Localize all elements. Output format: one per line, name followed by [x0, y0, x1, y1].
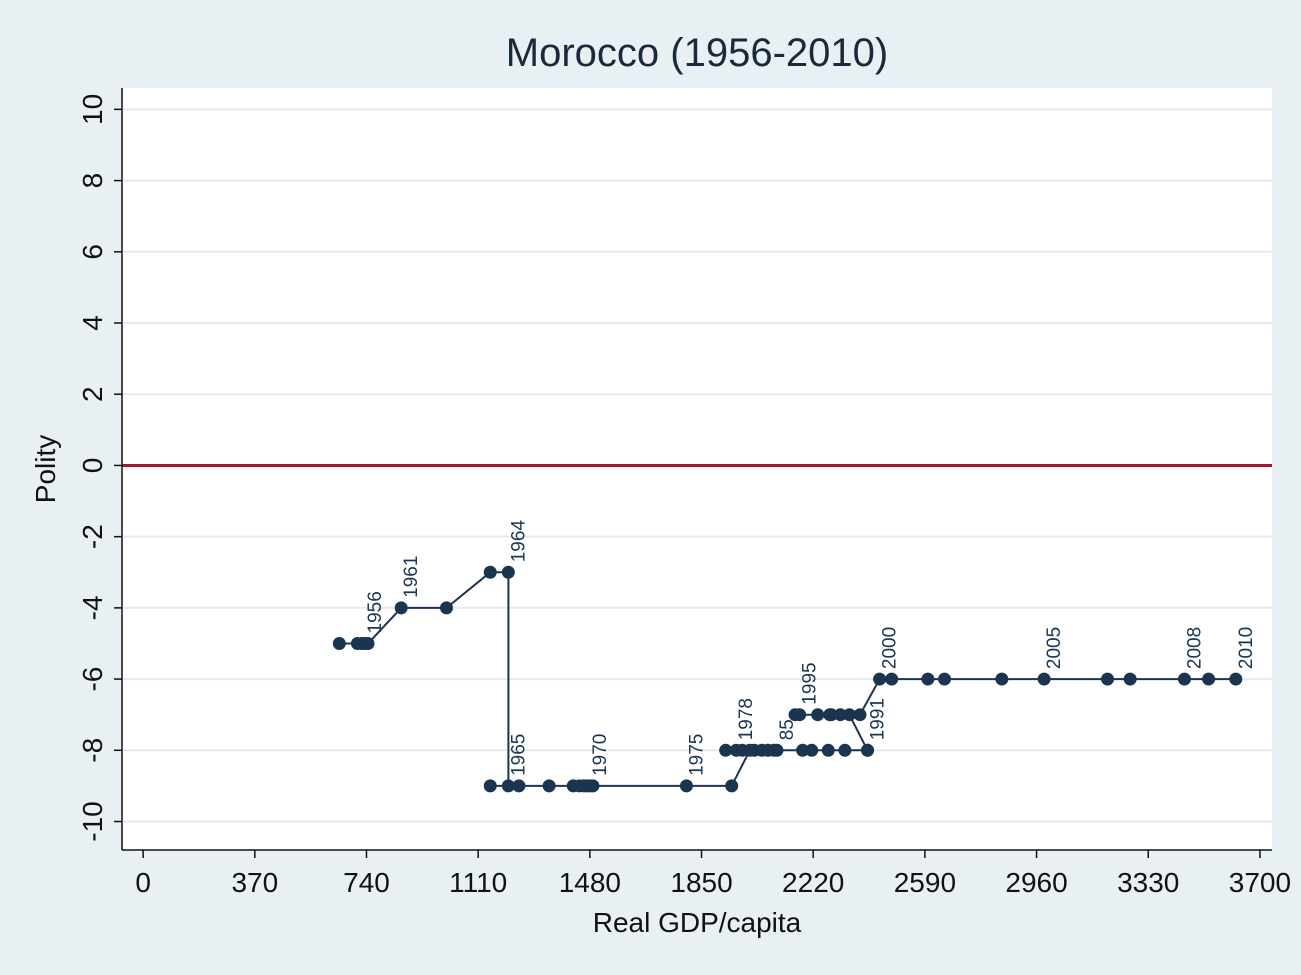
y-tick-label: -4	[77, 595, 108, 620]
x-tick-label: 1110	[449, 867, 507, 898]
data-point	[921, 672, 935, 686]
x-tick-label: 3330	[1117, 867, 1179, 898]
x-tick-label: 740	[343, 867, 390, 898]
data-point	[853, 708, 867, 722]
y-tick-label: 10	[77, 94, 108, 125]
data-point	[512, 779, 526, 793]
data-point	[483, 779, 497, 793]
y-tick-label: 4	[77, 315, 108, 331]
point-label: 2005	[1044, 627, 1065, 669]
data-point	[735, 743, 749, 757]
point-label: 1964	[508, 520, 529, 563]
y-tick-label: 2	[77, 386, 108, 402]
data-point	[394, 601, 408, 615]
data-point	[811, 708, 825, 722]
data-point	[439, 601, 453, 615]
data-point	[1037, 672, 1051, 686]
y-tick-label: 8	[77, 173, 108, 189]
point-label: 1970	[590, 734, 611, 776]
data-point	[805, 743, 819, 757]
y-tick-label: 6	[77, 244, 108, 260]
data-point	[1177, 672, 1191, 686]
data-point	[501, 565, 515, 579]
y-tick-label: 0	[77, 458, 108, 474]
data-point	[885, 672, 899, 686]
point-label: 1991	[868, 698, 889, 740]
point-label: 2010	[1236, 627, 1257, 669]
x-tick-label: 0	[135, 867, 151, 898]
point-label: 1975	[686, 734, 707, 776]
point-labels: 1956 1961 1964 1965 1970 1975 1978 85 1991 1995 20…	[365, 520, 1257, 776]
data-point	[1100, 672, 1114, 686]
point-label: 1961	[401, 556, 422, 598]
data-point	[796, 743, 810, 757]
data-point	[821, 743, 835, 757]
point-label: 1995	[800, 662, 821, 704]
x-axis-title: Real GDP/capita	[593, 907, 802, 938]
plot-area	[122, 88, 1272, 850]
y-tick-label: -6	[77, 667, 108, 692]
x-tick-label: 2590	[894, 867, 956, 898]
data-point	[725, 779, 739, 793]
y-tick-label: -2	[77, 524, 108, 549]
data-point	[1123, 672, 1137, 686]
data-point	[842, 708, 856, 722]
point-label: 1978	[736, 698, 757, 740]
y-tick-label: -10	[77, 801, 108, 841]
data-point	[332, 636, 346, 650]
data-point	[838, 743, 852, 757]
point-label: 85	[777, 719, 798, 740]
point-label: 2008	[1184, 627, 1205, 669]
data-point	[361, 636, 375, 650]
point-label: 1965	[508, 734, 529, 776]
point-label: 2000	[880, 627, 901, 669]
data-point	[679, 779, 693, 793]
data-point	[483, 565, 497, 579]
data-point	[873, 672, 887, 686]
point-label: 1956	[365, 591, 386, 633]
data-point	[770, 743, 784, 757]
chart-title: Morocco (1956-2010)	[506, 31, 888, 75]
data-point	[1229, 672, 1243, 686]
data-point	[1202, 672, 1216, 686]
x-tick-label: 2220	[782, 867, 844, 898]
y-axis-title: Polity	[30, 435, 61, 503]
x-tick-label: 2960	[1005, 867, 1067, 898]
data-point	[995, 672, 1009, 686]
data-point	[788, 708, 802, 722]
data-point	[542, 779, 556, 793]
x-tick-label: 1850	[670, 867, 732, 898]
x-tick-label: 3700	[1229, 867, 1291, 898]
x-tick-label: 1480	[559, 867, 621, 898]
axes: -10 -8 -6 -4 -2 0 2 4 6 8 10 0 370 740 1110 1480 1850 222…	[77, 88, 1291, 898]
data-point	[586, 779, 600, 793]
y-tick-label: -8	[77, 738, 108, 763]
data-point	[501, 779, 515, 793]
data-point	[833, 708, 847, 722]
data-point	[861, 743, 875, 757]
data-point	[938, 672, 952, 686]
series	[332, 565, 1243, 793]
x-tick-label: 370	[231, 867, 278, 898]
data-point	[824, 708, 838, 722]
data-point	[719, 743, 733, 757]
